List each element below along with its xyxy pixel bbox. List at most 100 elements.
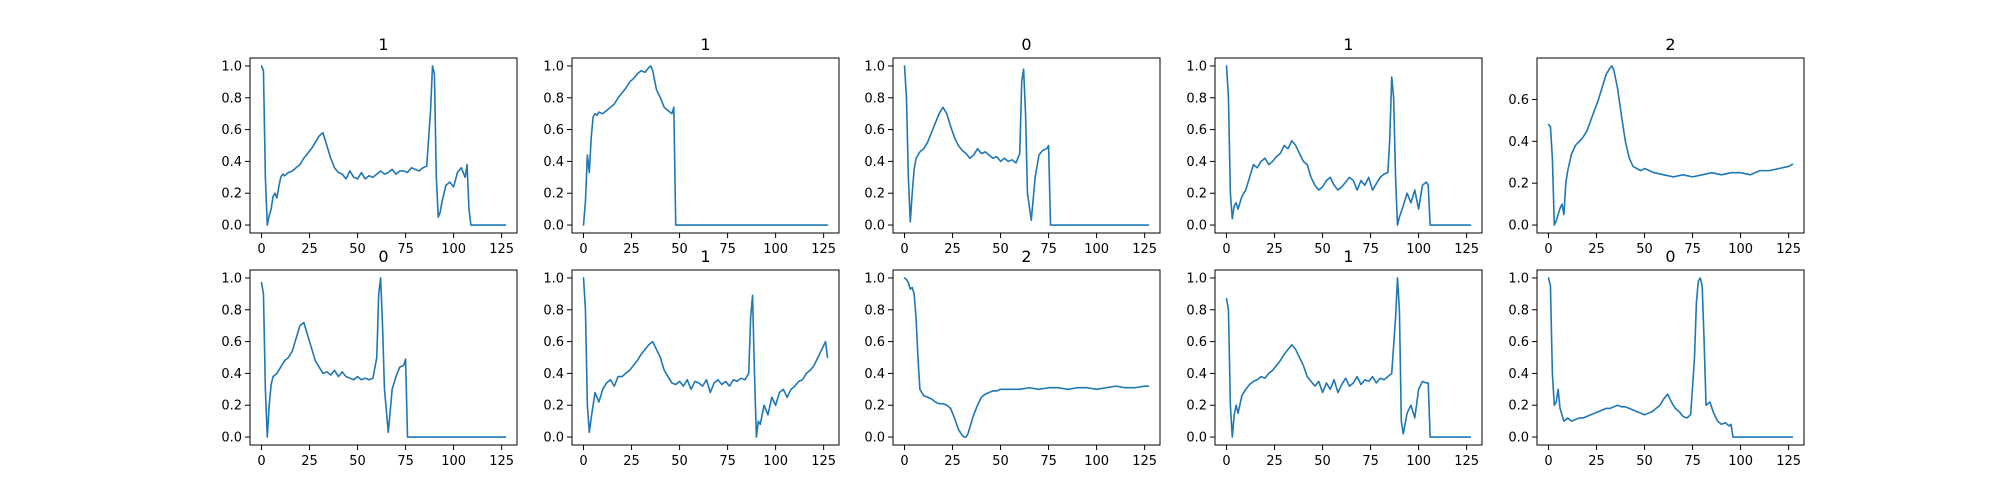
x-tick-label: 125 <box>489 242 514 257</box>
y-tick-label: 1.0 <box>221 271 242 286</box>
x-tick-label: 0 <box>900 242 908 257</box>
x-tick-label: 100 <box>763 242 788 257</box>
y-tick-label: 0.2 <box>1186 187 1207 202</box>
series-line <box>903 277 1150 438</box>
y-tick-label: 0.2 <box>864 187 885 202</box>
y-tick-label: 1.0 <box>1508 271 1529 286</box>
x-tick-label: 25 <box>623 454 640 469</box>
x-tick-label: 0 <box>257 454 265 469</box>
y-tick-label: 0.4 <box>864 155 885 170</box>
y-tick-label: 0.8 <box>1508 303 1529 318</box>
subplot-5: 2 0 25 50 75 100 125 0.0 0.2 0.4 0.6 <box>1508 35 1805 257</box>
x-tick-label: 50 <box>671 242 688 257</box>
x-tick-label: 0 <box>257 242 265 257</box>
y-tick-label: 0.4 <box>543 367 564 382</box>
y-tick-label: 1.0 <box>543 59 564 74</box>
x-tick-label: 25 <box>1266 242 1283 257</box>
x-tick-label: 50 <box>349 242 366 257</box>
y-tick-label: 0.6 <box>221 123 242 138</box>
subplot-4: 1 0 25 50 75 100 125 0.0 0.2 0.4 0.6 0.8 1.0 <box>1186 35 1483 257</box>
y-tick-label: 0.6 <box>543 335 564 350</box>
y-tick-label: 0.2 <box>1508 399 1529 414</box>
y-tick-label: 0.2 <box>543 187 564 202</box>
series-line <box>260 277 507 438</box>
y-tick-label: 0.6 <box>221 335 242 350</box>
x-tick-label: 125 <box>811 454 836 469</box>
subplot-8: 2 0 25 50 75 100 125 0.0 0.2 0.4 0.6 0.8 1.0 <box>864 247 1161 469</box>
x-tick-label: 0 <box>1544 242 1552 257</box>
y-tick-label: 1.0 <box>1186 271 1207 286</box>
y-tick-label: 0.0 <box>1186 219 1207 234</box>
x-tick-label: 0 <box>1222 242 1230 257</box>
series-line <box>903 65 1150 226</box>
axes-frame <box>1214 269 1483 446</box>
x-tick-label: 75 <box>1362 454 1379 469</box>
x-tick-label: 50 <box>1314 242 1331 257</box>
y-tick-label: 0.6 <box>1186 335 1207 350</box>
series-line <box>1225 65 1472 226</box>
subplot-1: 1 0 25 50 75 100 125 0.0 0.2 0.4 0.6 0.8 1.0 <box>221 35 518 257</box>
subplot-6: 0 0 25 50 75 100 125 0.0 0.2 0.4 0.6 0.8 1.0 <box>221 247 518 469</box>
x-tick-label: 75 <box>1040 242 1057 257</box>
series-line <box>582 277 829 438</box>
x-tick-label: 50 <box>992 454 1009 469</box>
x-tick-label: 0 <box>579 454 587 469</box>
y-tick-label: 0.8 <box>1186 91 1207 106</box>
subplot-title: 2 <box>1021 247 1031 266</box>
y-tick-label: 0.2 <box>221 187 242 202</box>
series-line <box>582 65 829 226</box>
subplot-title: 0 <box>1021 35 1031 54</box>
subplot-title: 1 <box>378 35 388 54</box>
x-tick-label: 100 <box>441 242 466 257</box>
axes-frame <box>249 269 518 446</box>
y-tick-label: 0.4 <box>864 367 885 382</box>
y-tick-label: 0.8 <box>543 303 564 318</box>
series-line <box>1225 277 1472 438</box>
x-tick-label: 25 <box>1588 454 1605 469</box>
axes-frame <box>571 57 840 234</box>
y-tick-label: 0.4 <box>1508 135 1529 150</box>
subplot-2: 1 0 25 50 75 100 125 0.0 0.2 0.4 0.6 0.8 1.0 <box>543 35 840 257</box>
y-tick-label: 0.8 <box>221 303 242 318</box>
x-tick-label: 50 <box>349 454 366 469</box>
y-tick-label: 1.0 <box>1186 59 1207 74</box>
axes-frame <box>1536 57 1805 234</box>
y-tick-label: 0.0 <box>543 219 564 234</box>
y-tick-label: 0.6 <box>864 335 885 350</box>
subplot-3: 0 0 25 50 75 100 125 0.0 0.2 0.4 0.6 0.8 1.0 <box>864 35 1161 257</box>
x-tick-label: 125 <box>489 454 514 469</box>
x-tick-label: 75 <box>719 242 736 257</box>
y-tick-label: 0.4 <box>221 155 242 170</box>
x-tick-label: 25 <box>1266 454 1283 469</box>
y-tick-label: 1.0 <box>543 271 564 286</box>
y-tick-label: 0.0 <box>864 431 885 446</box>
x-tick-label: 0 <box>579 242 587 257</box>
x-tick-label: 75 <box>1684 454 1701 469</box>
y-tick-label: 0.0 <box>221 219 242 234</box>
y-tick-label: 0.4 <box>221 367 242 382</box>
subplot-title: 1 <box>700 247 710 266</box>
subplot-title: 0 <box>378 247 388 266</box>
y-tick-label: 0.8 <box>221 91 242 106</box>
axes-frame <box>1214 57 1483 234</box>
series-line <box>1547 65 1794 226</box>
subplot-title: 1 <box>700 35 710 54</box>
y-tick-label: 0.0 <box>1186 431 1207 446</box>
x-tick-label: 125 <box>1132 454 1157 469</box>
axes-frame <box>1536 269 1805 446</box>
y-tick-label: 0.6 <box>1508 93 1529 108</box>
x-tick-label: 125 <box>1454 454 1479 469</box>
axes-frame <box>571 269 840 446</box>
x-tick-label: 125 <box>1776 454 1801 469</box>
y-tick-label: 0.8 <box>1186 303 1207 318</box>
y-tick-label: 0.8 <box>864 91 885 106</box>
y-tick-label: 0.6 <box>543 123 564 138</box>
subplot-title: 2 <box>1665 35 1675 54</box>
x-tick-label: 25 <box>301 454 318 469</box>
y-tick-label: 1.0 <box>221 59 242 74</box>
x-tick-label: 50 <box>1636 454 1653 469</box>
x-tick-label: 100 <box>1728 454 1753 469</box>
series-line <box>260 65 507 226</box>
x-tick-label: 100 <box>1406 454 1431 469</box>
